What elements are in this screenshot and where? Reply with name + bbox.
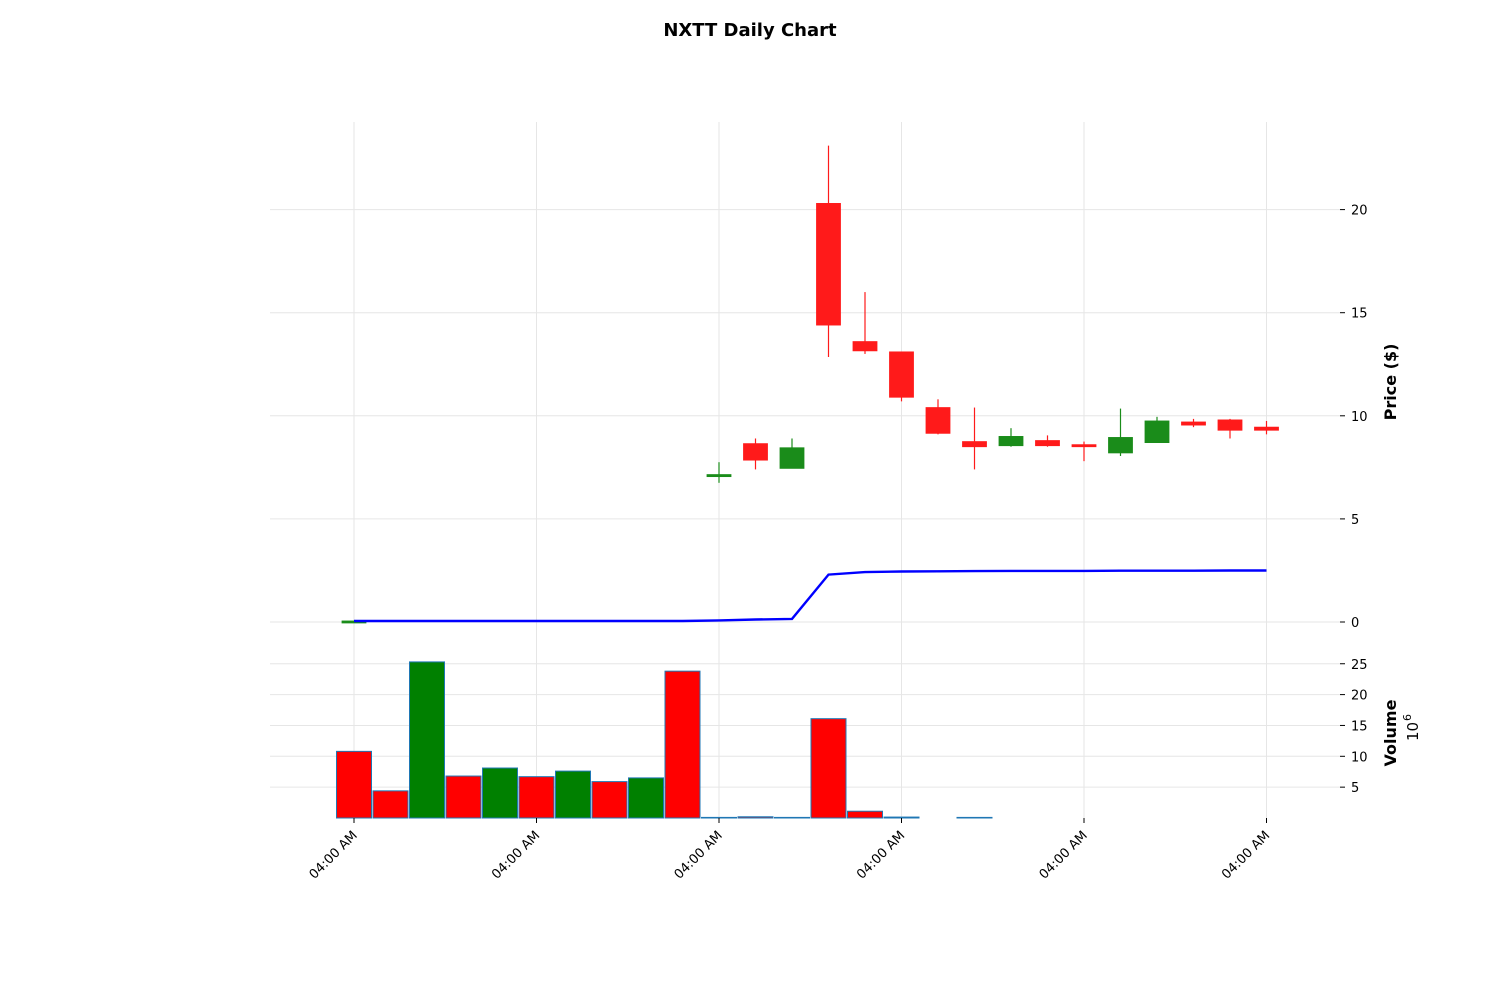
- volume-tick-label: 10: [1351, 750, 1368, 765]
- price-y-axis: 0 5 10 15 20: [1340, 204, 1368, 631]
- volume-bar: [591, 781, 628, 819]
- candle: [1071, 441, 1097, 462]
- volume-bar: [482, 767, 518, 819]
- volume-bar: [664, 670, 701, 819]
- volume-bar: [847, 810, 883, 819]
- candle: [998, 428, 1024, 447]
- candle: [779, 438, 805, 469]
- candle-body: [925, 407, 951, 434]
- volume-bar: [445, 775, 482, 819]
- price-axis-label: Price ($): [1381, 344, 1400, 421]
- volume-bar: [774, 816, 810, 819]
- candle-body: [706, 474, 732, 478]
- candle: [1181, 418, 1206, 428]
- candle-body: [998, 436, 1024, 447]
- volume-bar: [336, 750, 372, 819]
- candle: [1035, 435, 1060, 447]
- volume-y-axis: 5 10 15 20 25: [1340, 658, 1368, 796]
- volume-multiplier-exponent: 6: [1401, 714, 1414, 721]
- price-tick-label: 15: [1351, 307, 1368, 322]
- candle: [1144, 416, 1170, 444]
- volume-tick-label: 5: [1351, 781, 1359, 796]
- volume-multiplier-label: 10 6: [1401, 714, 1422, 741]
- volume-multiplier-base: 10: [1404, 722, 1422, 741]
- candle-body: [1108, 437, 1133, 454]
- candle: [925, 399, 951, 435]
- candle: [743, 438, 768, 470]
- volume-tick-label: 25: [1351, 658, 1368, 673]
- candle-body: [1035, 440, 1060, 447]
- candle-body: [779, 447, 805, 469]
- price-tick-label: 20: [1351, 204, 1368, 219]
- volume-bar: [628, 777, 664, 819]
- price-candles: [341, 145, 1279, 624]
- candle-body: [1071, 444, 1097, 448]
- candle: [816, 145, 841, 358]
- candle-body: [889, 351, 914, 398]
- candle-body: [816, 203, 841, 326]
- candle: [706, 462, 732, 483]
- candle-body: [1144, 420, 1170, 444]
- volume-tick-label: 20: [1351, 689, 1368, 704]
- candle-body: [1181, 421, 1206, 426]
- volume-bar: [956, 816, 993, 819]
- volume-bar: [372, 790, 409, 819]
- candle: [1254, 420, 1279, 435]
- candle-body: [743, 443, 768, 461]
- candle-body: [1254, 426, 1279, 431]
- volume-bar: [518, 776, 555, 819]
- candle: [1108, 408, 1133, 457]
- volume-axis-label: Volume: [1381, 699, 1400, 766]
- price-tick-label: 5: [1351, 513, 1359, 528]
- price-tick-label: 0: [1351, 616, 1359, 631]
- price-tick-label: 10: [1351, 410, 1368, 425]
- volume-bar: [701, 816, 737, 819]
- candle-body: [962, 441, 987, 448]
- candle: [1217, 418, 1243, 439]
- volume-bar: [737, 816, 774, 819]
- volume-panel-grid: [270, 645, 1340, 818]
- candle: [889, 351, 914, 402]
- overlay-line-group: [354, 569, 1267, 623]
- volume-bar: [555, 770, 591, 819]
- volume-bar: [883, 816, 920, 819]
- overlay-line: [354, 569, 1267, 623]
- candle: [852, 292, 878, 354]
- candle: [962, 407, 987, 470]
- volume-bar: [409, 661, 445, 819]
- candle-body: [1217, 419, 1243, 431]
- candle-body: [852, 341, 878, 352]
- volume-bar: [810, 718, 847, 819]
- chart-title: NXTT Daily Chart: [663, 20, 837, 41]
- volume-tick-label: 15: [1351, 719, 1368, 734]
- volume-bars: [336, 661, 993, 819]
